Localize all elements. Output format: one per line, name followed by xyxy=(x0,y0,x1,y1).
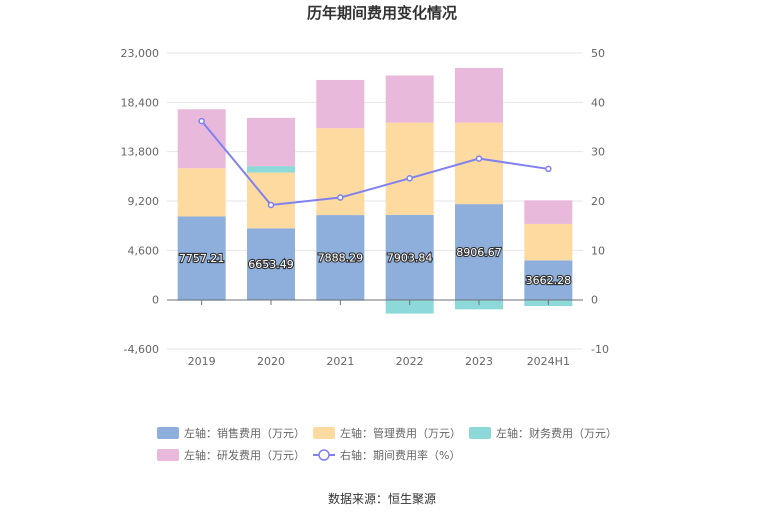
source-note: 数据来源：恒生聚源 xyxy=(328,491,436,506)
bar-value-label: 7757.21 xyxy=(179,252,225,265)
legend-swatch xyxy=(157,427,179,439)
right-tick-label: -10 xyxy=(591,343,609,356)
bar-1-2021 xyxy=(316,215,365,300)
x-tick-label: 2022 xyxy=(396,355,424,368)
right-tick-label: 30 xyxy=(591,146,605,159)
bar-4-2024H1 xyxy=(524,200,573,224)
bar-value-label: 3662.28 xyxy=(526,274,572,287)
bar-value-label: 7888.29 xyxy=(318,251,364,264)
bar-layer xyxy=(177,67,573,314)
right-axis: 50 40 30 20 10 0 -10 xyxy=(591,47,609,356)
left-tick-label: 23,000 xyxy=(121,47,160,60)
right-tick-label: 40 xyxy=(591,96,605,109)
legend-swatch xyxy=(469,427,491,439)
bar-label-layer: 7757.21 6653.49 7888.29 7903.84 8906.67 3662.… xyxy=(178,245,572,288)
right-tick-label: 0 xyxy=(591,294,598,307)
bar-value-label: 8906.67 xyxy=(456,246,502,259)
legend-label: 左轴：销售费用（万元） xyxy=(184,426,305,440)
rate-point xyxy=(198,117,205,125)
legend-label: 左轴：管理费用（万元） xyxy=(340,426,461,440)
legend-swatch xyxy=(157,449,179,461)
left-tick-label: -4,600 xyxy=(124,343,159,356)
left-tick-label: 4,600 xyxy=(128,244,160,257)
bar-4-2020 xyxy=(247,117,295,167)
x-tick-label: 2023 xyxy=(465,355,493,368)
bar-2-2020 xyxy=(247,172,295,229)
right-tick-label: 10 xyxy=(591,244,605,257)
rate-point xyxy=(337,194,344,201)
right-tick-label: 50 xyxy=(591,47,605,60)
x-tick-label: 2024H1 xyxy=(527,355,570,368)
legend: 左轴：销售费用（万元） 左轴：管理费用（万元） 左轴：财务费用（万元） 左轴：研发费用… xyxy=(157,426,617,462)
chart-title: 历年期间费用变化情况 xyxy=(307,4,457,22)
bar-value-label: 6653.49 xyxy=(248,258,294,271)
bar-1-2024H1 xyxy=(524,260,573,300)
line-layer xyxy=(198,117,552,209)
left-tick-label: 0 xyxy=(152,294,159,307)
left-tick-label: 13,800 xyxy=(121,146,160,159)
right-tick-label: 20 xyxy=(591,195,605,208)
bar-1-2019 xyxy=(177,216,226,300)
rate-point xyxy=(406,175,413,182)
legend-line-marker xyxy=(318,449,330,461)
bar-4-2021 xyxy=(316,79,365,129)
x-tick-label: 2019 xyxy=(188,355,216,368)
rate-point xyxy=(267,201,275,209)
legend-label: 左轴：财务费用（万元） xyxy=(496,426,617,440)
legend-label: 右轴：期间费用率（%） xyxy=(340,448,460,462)
rate-line xyxy=(200,120,549,206)
bar-3-2022 xyxy=(385,299,434,314)
x-tick-label: 2021 xyxy=(326,355,354,368)
bar-1-2020 xyxy=(247,228,295,300)
legend-label: 左轴：研发费用（万元） xyxy=(184,448,305,462)
grid-layer xyxy=(167,52,583,350)
bar-1-2022 xyxy=(385,214,434,300)
bar-2-2022 xyxy=(385,122,434,215)
bar-2-2021 xyxy=(316,128,365,216)
left-axis: 23,000 18,400 13,800 9,200 4,600 0 -4,600 xyxy=(121,47,160,356)
bar-3-2020 xyxy=(247,166,295,173)
x-axis: 2019 2020 2021 2022 2023 2024H1 xyxy=(167,299,583,368)
left-tick-label: 18,400 xyxy=(121,96,160,109)
bar-4-2023 xyxy=(455,67,503,123)
bar-4-2022 xyxy=(385,75,434,123)
bar-value-label: 7903.84 xyxy=(387,251,433,264)
bar-1-2023 xyxy=(455,204,503,300)
left-tick-label: 9,200 xyxy=(128,195,160,208)
x-tick-label: 2020 xyxy=(257,355,285,368)
rate-point xyxy=(545,165,552,173)
rate-point xyxy=(475,155,483,162)
bar-2-2024H1 xyxy=(524,223,573,261)
legend-swatch xyxy=(313,427,335,439)
bar-2-2019 xyxy=(177,168,226,217)
